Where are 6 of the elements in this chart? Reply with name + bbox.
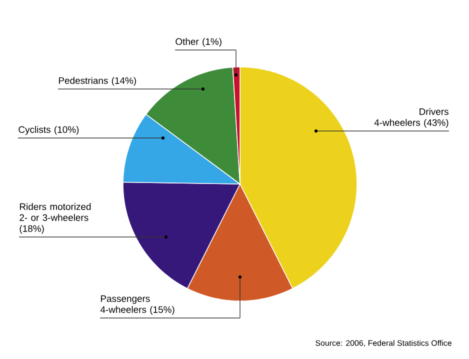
- slice-label: Riders motorized 2- or 3-wheelers (18%): [20, 203, 91, 234]
- slice-label: Drivers 4-wheelers (43%): [374, 108, 448, 128]
- slice-label: Passengers 4-wheelers (15%): [100, 295, 174, 315]
- slice-label: Other (1%): [176, 38, 222, 47]
- slice-label: Pedestrians (14%): [58, 76, 136, 86]
- slice-label: Cyclists (10%): [18, 126, 79, 135]
